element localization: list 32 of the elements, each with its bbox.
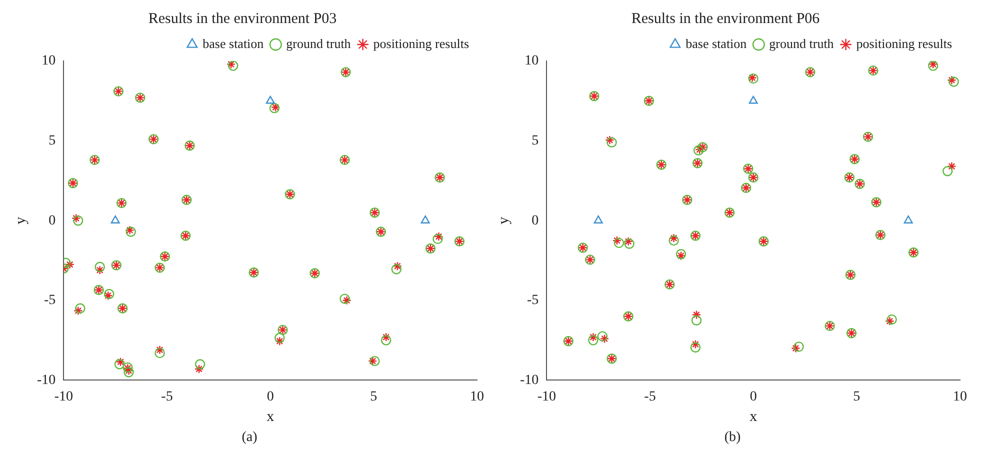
text: (b) [723,430,742,446]
chart-title: Results in the environment P03 [148,10,337,27]
x-axis-title: x [266,408,275,425]
x-tick-label: -5 [644,389,656,404]
x-tick-label: 5 [853,389,860,404]
legend-label: ground truth [286,36,352,51]
y-axis-title: y [496,216,512,224]
x-tick-label: 0 [266,389,274,404]
y-tick-label: 0 [48,213,56,228]
y-tick-label: 0 [532,213,539,228]
legend-label: ground truth [769,36,834,51]
legend-label: base station [686,36,748,51]
y-tick-label: -5 [44,293,56,308]
y-tick-label: -10 [36,372,56,388]
y-tick-label: -10 [520,372,539,388]
y-tick-label: 10 [42,54,56,69]
x-tick-label: 0 [750,389,757,404]
x-tick-label: 10 [470,389,484,404]
legend-label: positioning results [856,36,952,51]
x-tick-label: -5 [161,389,173,404]
legend-label: base station [202,36,264,51]
x-axis-title: x [750,408,758,425]
legend-label: positioning results [373,36,470,51]
x-tick-label: 5 [370,389,378,404]
x-tick-label: 10 [953,389,967,404]
y-tick-label: 5 [532,133,539,148]
y-axis-title: y [12,216,29,224]
y-tick-label: 5 [48,133,56,148]
text: (a) [240,430,258,446]
y-tick-label: 10 [524,54,539,69]
y-tick-label: -5 [526,293,539,308]
chart-title: Results in the environment P06 [631,10,820,27]
